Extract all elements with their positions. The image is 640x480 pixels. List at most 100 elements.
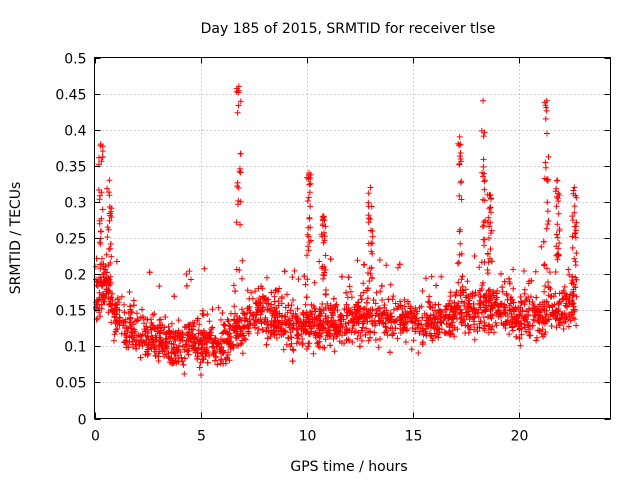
data-point [343, 289, 350, 296]
data-point [112, 317, 119, 324]
data-point [413, 326, 419, 332]
data-point [295, 276, 302, 283]
data-point [336, 328, 342, 335]
data-point [237, 341, 244, 348]
y-tick-label: 0.2 [64, 268, 86, 284]
data-point [203, 333, 210, 340]
data-point [300, 311, 307, 318]
data-point [383, 262, 390, 269]
data-point [476, 324, 483, 331]
data-point [288, 321, 295, 328]
data-point [221, 327, 228, 334]
data-point [298, 325, 305, 332]
data-point [485, 214, 492, 221]
data-point [573, 293, 580, 300]
data-point [96, 220, 103, 227]
data-point [237, 98, 244, 105]
data-point [571, 203, 578, 210]
data-point [331, 348, 338, 355]
data-point [194, 355, 201, 362]
data-point [148, 344, 154, 351]
data-point [522, 324, 528, 331]
data-point [273, 308, 280, 315]
data-point [305, 176, 312, 182]
data-point [264, 318, 271, 325]
data-point [471, 292, 478, 299]
data-point [501, 304, 508, 311]
data-point [512, 316, 519, 323]
data-point [320, 271, 327, 278]
data-point [99, 206, 106, 213]
data-point [479, 223, 486, 230]
data-point [176, 342, 183, 349]
data-point [175, 317, 182, 324]
data-points [92, 83, 580, 378]
data-point [259, 304, 266, 311]
data-point [558, 314, 565, 321]
chart-title: Day 185 of 2015, SRMTID for receiver tls… [201, 21, 496, 37]
data-point [538, 330, 545, 337]
data-point [369, 240, 376, 247]
data-point [554, 221, 561, 228]
data-point [289, 346, 296, 353]
data-point [545, 153, 552, 160]
data-point [418, 321, 425, 328]
data-point [552, 290, 559, 297]
data-point [273, 311, 280, 318]
data-point [152, 352, 159, 359]
data-point [477, 294, 484, 300]
data-point [218, 356, 225, 363]
data-point [365, 337, 372, 344]
data-point [121, 330, 128, 337]
data-point [433, 313, 440, 320]
data-point [231, 327, 238, 334]
data-point [506, 331, 513, 338]
y-tick-label: 0.15 [55, 304, 86, 320]
data-point [244, 287, 251, 294]
data-point [458, 250, 465, 257]
data-point [553, 243, 560, 250]
data-point [255, 307, 262, 313]
data-point [502, 320, 509, 327]
data-point [517, 342, 524, 349]
data-point [284, 309, 291, 316]
data-point [404, 319, 411, 326]
data-point [376, 257, 383, 263]
x-axis-label: GPS time / hours [290, 459, 407, 475]
data-point [479, 282, 486, 289]
data-point [172, 337, 179, 344]
data-point [343, 329, 350, 336]
data-point [480, 156, 487, 163]
data-point [145, 350, 152, 357]
data-point [197, 359, 204, 366]
data-point [401, 322, 407, 329]
data-point [181, 370, 188, 377]
data-point [138, 339, 145, 346]
data-point [242, 336, 249, 343]
data-point [565, 266, 572, 273]
data-point [521, 268, 527, 274]
data-point [327, 256, 334, 263]
data-point [571, 223, 578, 230]
data-point [492, 319, 499, 326]
data-point [460, 289, 467, 296]
data-point [486, 235, 492, 242]
data-point [150, 341, 157, 348]
data-point [196, 321, 203, 328]
data-point [410, 337, 417, 344]
data-point [457, 150, 464, 156]
data-point [390, 306, 397, 313]
data-point [343, 337, 350, 343]
data-point [454, 260, 461, 267]
data-point [501, 309, 508, 316]
data-point [443, 306, 450, 313]
data-point [176, 335, 183, 342]
data-point [316, 338, 323, 345]
data-point [540, 238, 547, 245]
data-point [305, 224, 312, 231]
data-point [144, 316, 151, 323]
data-point [165, 350, 172, 357]
data-point [555, 300, 562, 307]
data-point [375, 344, 382, 351]
data-point [257, 316, 264, 323]
